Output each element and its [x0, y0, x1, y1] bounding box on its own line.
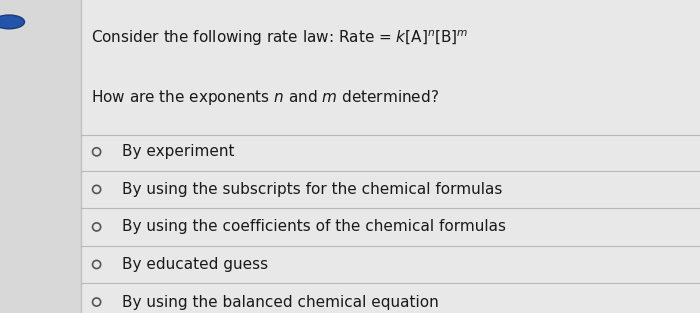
- FancyBboxPatch shape: [0, 0, 80, 313]
- Text: How are the exponents $n$ and $m$ determined?: How are the exponents $n$ and $m$ determ…: [91, 88, 439, 107]
- Text: By using the subscripts for the chemical formulas: By using the subscripts for the chemical…: [122, 182, 503, 197]
- Circle shape: [0, 15, 25, 29]
- Text: By educated guess: By educated guess: [122, 257, 269, 272]
- FancyBboxPatch shape: [80, 0, 700, 313]
- Text: By experiment: By experiment: [122, 144, 235, 159]
- Text: Consider the following rate law: Rate = $k$[A]$^{n}$[B]$^{m}$: Consider the following rate law: Rate = …: [91, 28, 468, 48]
- Text: By using the coefficients of the chemical formulas: By using the coefficients of the chemica…: [122, 219, 507, 234]
- Text: By using the balanced chemical equation: By using the balanced chemical equation: [122, 295, 440, 310]
